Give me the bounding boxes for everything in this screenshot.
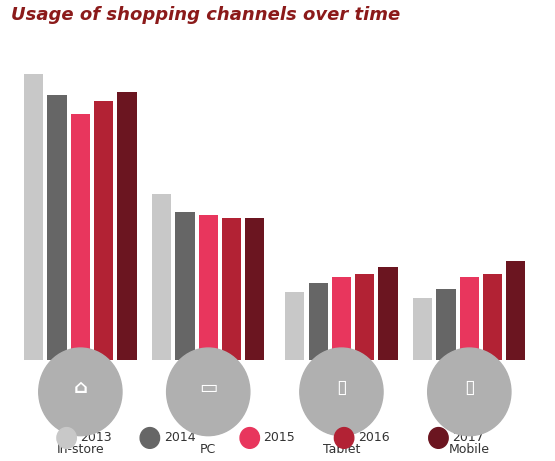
Text: Mobile: Mobile [449,443,490,455]
Bar [379,267,397,360]
Text: In-store: In-store [57,443,104,455]
Bar [152,194,171,360]
Bar [175,212,195,360]
Bar [506,261,526,360]
Bar [285,292,305,360]
Bar [309,283,328,360]
Bar [222,218,241,360]
Bar [355,273,374,360]
Text: 2016: 2016 [358,431,390,444]
Bar [199,215,218,360]
Text: 2017: 2017 [452,431,484,444]
Bar [117,92,137,360]
Bar [332,277,351,360]
Bar [48,95,67,360]
Bar [460,277,479,360]
Text: 2014: 2014 [164,431,195,444]
Bar [24,74,43,360]
Bar [483,273,502,360]
Text: PC: PC [200,443,216,455]
Bar [70,114,90,360]
Bar [245,218,264,360]
Text: ▯: ▯ [464,378,475,397]
Bar [94,101,113,360]
Text: Tablet: Tablet [323,443,360,455]
Text: 2015: 2015 [264,431,295,444]
Text: ▯: ▯ [336,378,347,397]
Text: ▭: ▭ [199,378,218,397]
Bar [413,298,432,360]
Text: ⌂: ⌂ [73,378,87,397]
Text: Usage of shopping channels over time: Usage of shopping channels over time [11,6,400,24]
Text: 2013: 2013 [80,431,112,444]
Bar [436,289,456,360]
